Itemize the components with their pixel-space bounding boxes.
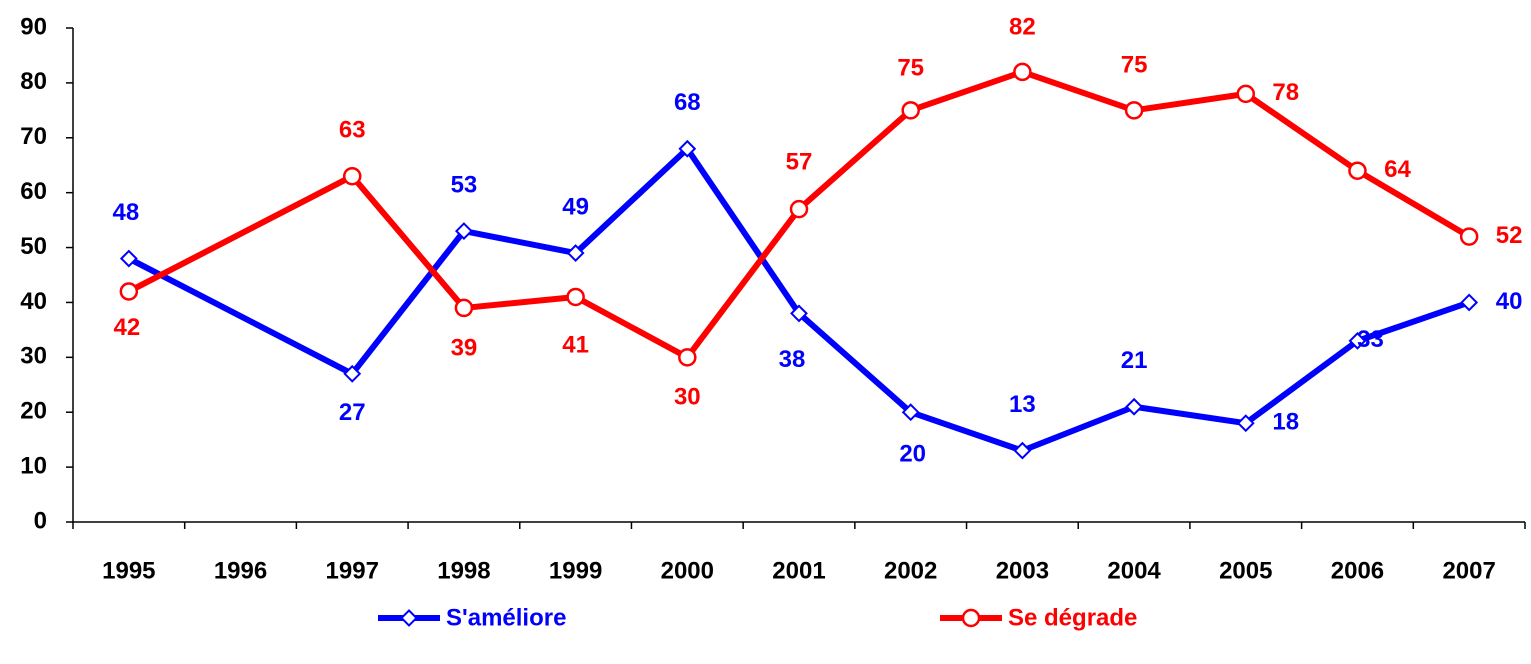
data-point [1013, 441, 1032, 460]
data-label: 57 [786, 148, 813, 175]
data-label: 42 [113, 314, 140, 341]
data-label: 38 [779, 346, 806, 373]
x-tick-label: 2001 [772, 557, 825, 584]
legend-marker [400, 609, 418, 627]
x-tick-label: 1996 [214, 557, 267, 584]
x-tick-label: 2007 [1442, 557, 1495, 584]
data-point [119, 282, 139, 301]
y-tick-label: 30 [20, 343, 47, 370]
data-label: 27 [339, 399, 366, 426]
y-tick-label: 50 [20, 233, 47, 260]
data-point [678, 139, 697, 158]
y-tick-label: 40 [20, 288, 47, 315]
x-tick-label: 2005 [1219, 557, 1272, 584]
data-point [790, 304, 808, 323]
data-label: 30 [674, 384, 701, 411]
y-tick-label: 60 [20, 178, 47, 205]
x-tick-label: 2004 [1107, 557, 1161, 584]
data-label: 78 [1272, 79, 1299, 106]
data-point [1013, 62, 1032, 82]
data-label: 82 [1009, 13, 1036, 40]
data-label: 20 [899, 441, 926, 468]
legend-marker [961, 608, 981, 628]
data-label: 53 [451, 171, 478, 198]
data-point [678, 348, 697, 367]
data-point [1236, 84, 1256, 104]
data-point [342, 166, 362, 186]
data-label: 40 [1496, 288, 1523, 315]
data-label: 41 [562, 331, 589, 358]
line-bridge [127, 255, 354, 377]
x-tick-label: 2006 [1331, 557, 1384, 584]
data-label: 48 [112, 199, 139, 226]
data-label: 21 [1121, 347, 1148, 374]
data-point [566, 287, 585, 307]
y-tick-label: 80 [20, 68, 47, 95]
x-tick-label: 2003 [996, 557, 1049, 584]
x-tick-label: 1997 [326, 557, 379, 584]
data-label: 63 [339, 117, 366, 144]
data-point [1236, 414, 1255, 433]
y-tick-label: 0 [34, 507, 47, 534]
data-label: 68 [674, 89, 701, 116]
data-label: 75 [897, 55, 924, 82]
y-tick-label: 70 [20, 123, 47, 150]
data-point [789, 199, 809, 219]
data-point [901, 403, 920, 422]
data-point [455, 222, 473, 241]
data-point [1124, 101, 1144, 120]
data-label: 13 [1009, 391, 1036, 418]
data-label: 18 [1272, 409, 1299, 436]
data-point [566, 244, 585, 262]
x-tick-label: 1999 [549, 557, 602, 584]
data-label: 52 [1496, 222, 1523, 249]
data-point [343, 364, 362, 383]
data-point [1460, 293, 1479, 312]
y-tick-label: 90 [20, 13, 47, 40]
data-point [1125, 397, 1143, 416]
data-point [454, 298, 474, 318]
data-label: 49 [562, 193, 589, 220]
data-point [1459, 227, 1479, 246]
legend-label: Se dégrade [1008, 604, 1137, 631]
data-point [1348, 331, 1367, 350]
x-tick-label: 1995 [102, 557, 155, 584]
y-tick-label: 20 [20, 398, 47, 425]
data-point [901, 101, 920, 120]
y-tick-label: 10 [20, 452, 47, 479]
x-tick-label: 1998 [437, 557, 490, 584]
line-bridge [127, 173, 354, 295]
x-tick-label: 2000 [661, 557, 714, 584]
data-label: 75 [1121, 52, 1148, 79]
x-tick-label: 2002 [884, 557, 937, 584]
data-label: 39 [451, 334, 478, 361]
data-point [1348, 161, 1367, 180]
data-label: 33 [1357, 326, 1384, 353]
legend-label: S'améliore [446, 604, 566, 631]
data-label: 64 [1384, 156, 1411, 183]
data-point [119, 249, 138, 268]
